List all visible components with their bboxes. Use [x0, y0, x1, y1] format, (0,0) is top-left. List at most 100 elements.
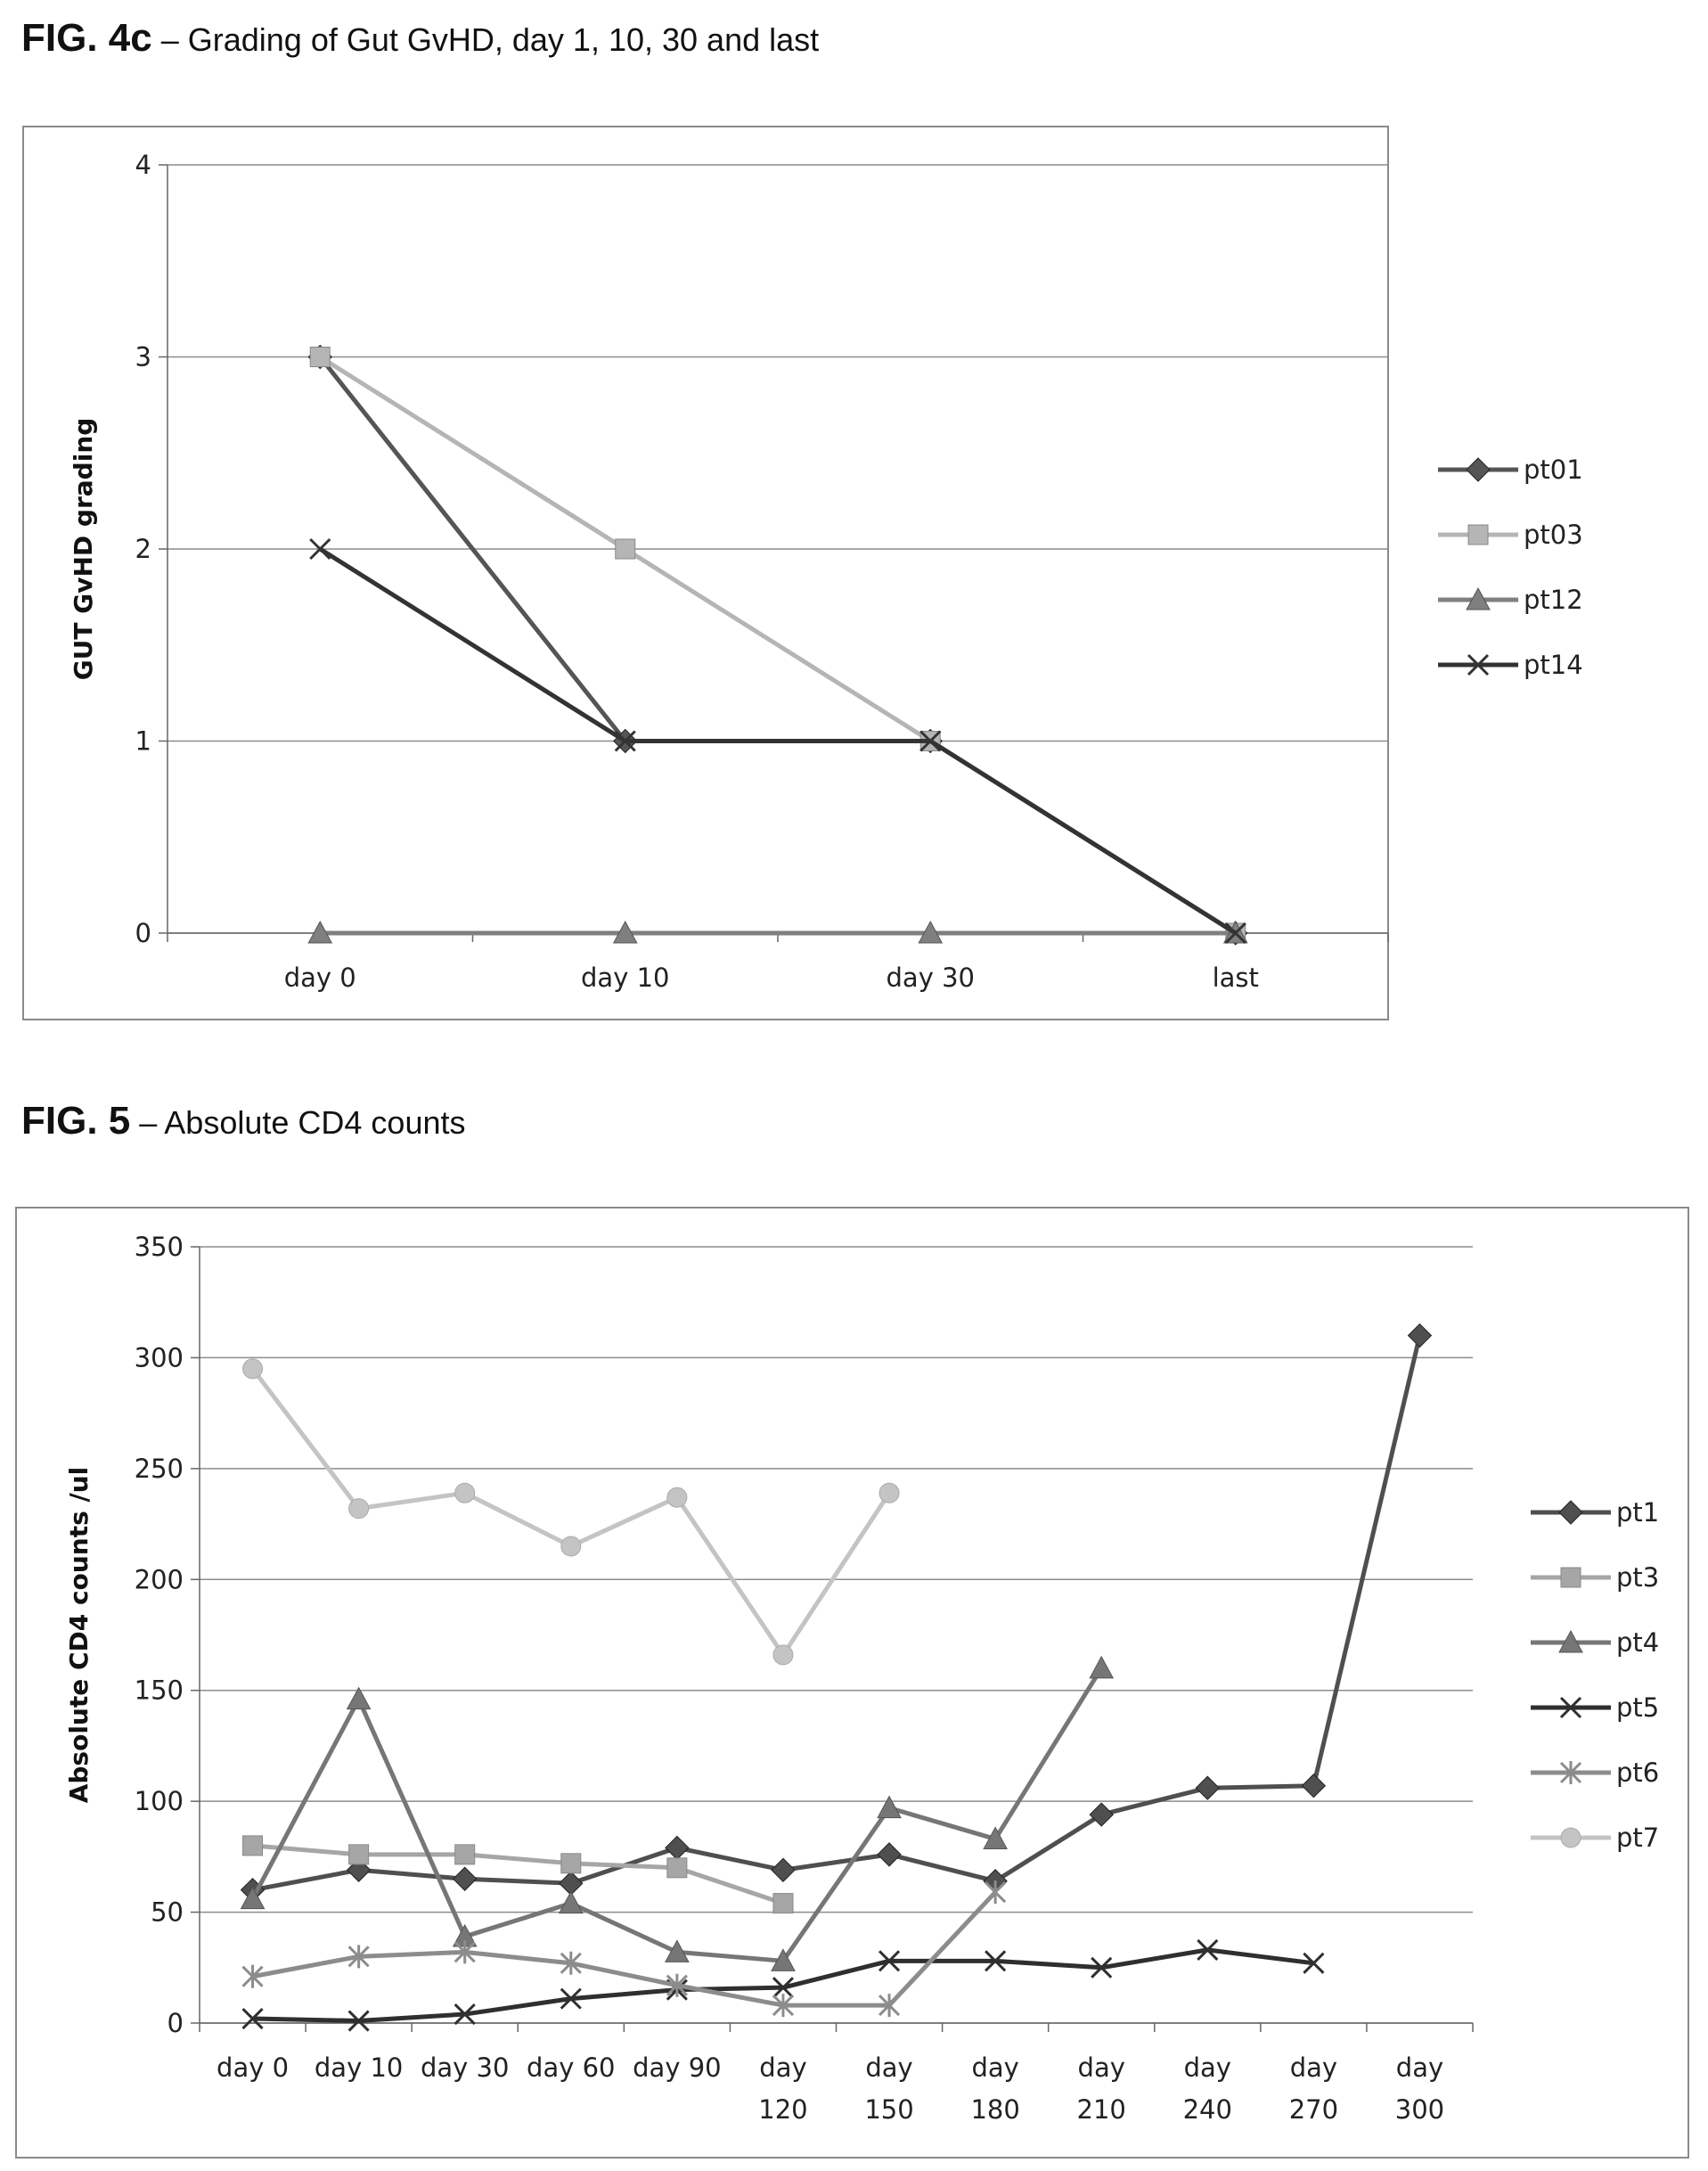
data-point-pt6	[878, 1994, 901, 2018]
data-point-pt03	[615, 538, 636, 560]
figure-caption: Absolute CD4 counts	[164, 1104, 466, 1141]
data-point-pt1	[877, 1842, 902, 1867]
data-point-pt4	[346, 1686, 372, 1710]
x-tick-label-line: 120	[758, 2094, 807, 2125]
figure-4c-heading: FIG. 4c – Grading of Gut GvHD, day 1, 10…	[21, 16, 819, 61]
data-point-pt5	[560, 1987, 582, 2010]
data-point-pt7	[348, 1498, 370, 1520]
x-tick-label-line: day	[1396, 2052, 1443, 2083]
data-point-pt1	[1195, 1775, 1220, 1800]
y-tick-label: 200	[135, 1564, 184, 1594]
legend-label-pt4: pt4	[1616, 1627, 1659, 1658]
legend-marker-pt5	[1559, 1696, 1582, 1719]
data-point-pt6	[772, 1994, 795, 2018]
series-line-pt14	[318, 546, 1238, 936]
chart-frame	[22, 126, 1389, 1020]
y-tick-label: 3	[135, 342, 151, 373]
x-tick-label-line: day	[1184, 2052, 1231, 2083]
data-point-pt3	[454, 1844, 476, 1865]
data-point-pt5	[1091, 1956, 1113, 1978]
data-point-pt14	[614, 730, 636, 752]
x-tick-label: last	[1213, 963, 1259, 993]
data-point-pt4	[240, 1886, 266, 1910]
x-tick-label: day 150	[864, 2052, 913, 2125]
y-tick-label: 1	[135, 726, 151, 757]
y-tick-label: 300	[135, 1342, 184, 1372]
data-point-pt5	[1197, 1938, 1219, 1961]
data-point-pt6	[560, 1951, 582, 1975]
y-axis-title: Absolute CD4 counts /ul	[64, 1467, 94, 1804]
x-tick-label-line: day	[971, 2052, 1018, 2083]
legend-label-pt01: pt01	[1524, 455, 1583, 485]
data-point-pt5	[454, 2003, 476, 2026]
data-point-pt6	[985, 1880, 1007, 1905]
x-tick-label-line: day	[1290, 2052, 1337, 2083]
data-point-pt7	[666, 1487, 688, 1508]
x-tick-label: day 0	[284, 963, 356, 993]
legend-marker-pt14	[1467, 653, 1490, 676]
data-point-pt12	[612, 920, 638, 944]
x-tick-label-line: 270	[1289, 2094, 1338, 2125]
data-point-pt4	[877, 1795, 902, 1819]
x-tick-label-line: 210	[1077, 2094, 1126, 2125]
data-point-pt12	[918, 920, 944, 944]
x-tick-label: day 270	[1289, 2052, 1338, 2125]
data-point-pt03	[309, 347, 331, 367]
data-point-pt1	[453, 1866, 478, 1891]
data-point-pt5	[772, 1977, 795, 1999]
legend-marker-pt6	[1559, 1761, 1582, 1784]
y-tick-label: 0	[168, 2008, 184, 2038]
y-tick-label: 50	[151, 1897, 184, 1928]
data-point-pt14	[1224, 922, 1246, 945]
data-point-pt7	[454, 1482, 476, 1503]
data-point-pt4	[558, 1890, 584, 1914]
legend-marker-pt03	[1467, 524, 1489, 545]
x-tick-label-line: day	[759, 2052, 806, 2083]
y-tick-label: 2	[135, 534, 151, 564]
cd4-counts-chart: 0 50 100 150 200 250 300 350 day 0 day 10 day 30 da…	[15, 1207, 1689, 2159]
legend-marker-pt01	[1466, 457, 1491, 482]
data-point-pt14	[309, 537, 331, 561]
data-point-pt6	[241, 1964, 264, 1988]
series-line-pt1	[252, 1334, 1422, 1893]
data-point-pt3	[560, 1853, 582, 1874]
legend-label-pt7: pt7	[1616, 1823, 1659, 1853]
legend-label-pt6: pt6	[1616, 1757, 1659, 1788]
y-tick-label: 100	[135, 1786, 184, 1816]
x-tick-label: day 300	[1395, 2052, 1444, 2125]
legend-label-pt5: pt5	[1616, 1692, 1659, 1723]
legend-marker-pt12	[1466, 586, 1491, 610]
y-tick-label: 4	[135, 150, 151, 180]
legend-marker-pt3	[1560, 1567, 1581, 1588]
data-point-pt5	[1303, 1952, 1325, 1974]
legend-label-pt1: pt1	[1616, 1497, 1659, 1528]
y-tick-label: 150	[135, 1675, 184, 1706]
figure-number: FIG. 4c	[21, 16, 152, 60]
x-tick-label: day 10	[315, 2052, 403, 2083]
x-tick-label-line: day	[1078, 2052, 1125, 2083]
data-point-pt1	[1089, 1802, 1114, 1827]
heading-separator: –	[130, 1104, 165, 1141]
legend-label-pt12: pt12	[1524, 585, 1583, 615]
data-point-pt3	[772, 1893, 794, 1914]
data-point-pt4	[983, 1826, 1008, 1849]
x-tick-label: day 120	[758, 2052, 807, 2125]
data-point-pt3	[242, 1835, 264, 1856]
data-point-pt5	[241, 2007, 264, 2030]
series-line-pt3	[252, 1843, 784, 1905]
data-point-pt3	[348, 1844, 370, 1865]
data-point-pt7	[879, 1482, 900, 1503]
legend-label-pt3: pt3	[1616, 1562, 1659, 1593]
legend-marker-pt7	[1560, 1827, 1581, 1848]
x-tick-label: day 0	[217, 2052, 289, 2083]
data-point-pt4	[665, 1939, 690, 1962]
data-point-pt5	[985, 1950, 1007, 1972]
legend-label-pt14: pt14	[1524, 650, 1583, 680]
data-point-pt7	[772, 1644, 794, 1666]
data-point-pt1	[1407, 1323, 1433, 1348]
legend-marker-pt1	[1558, 1500, 1583, 1525]
x-tick-label: day 30	[887, 963, 975, 993]
y-tick-label: 350	[135, 1232, 184, 1262]
data-point-pt14	[919, 730, 942, 752]
x-tick-label: day 210	[1077, 2052, 1126, 2125]
